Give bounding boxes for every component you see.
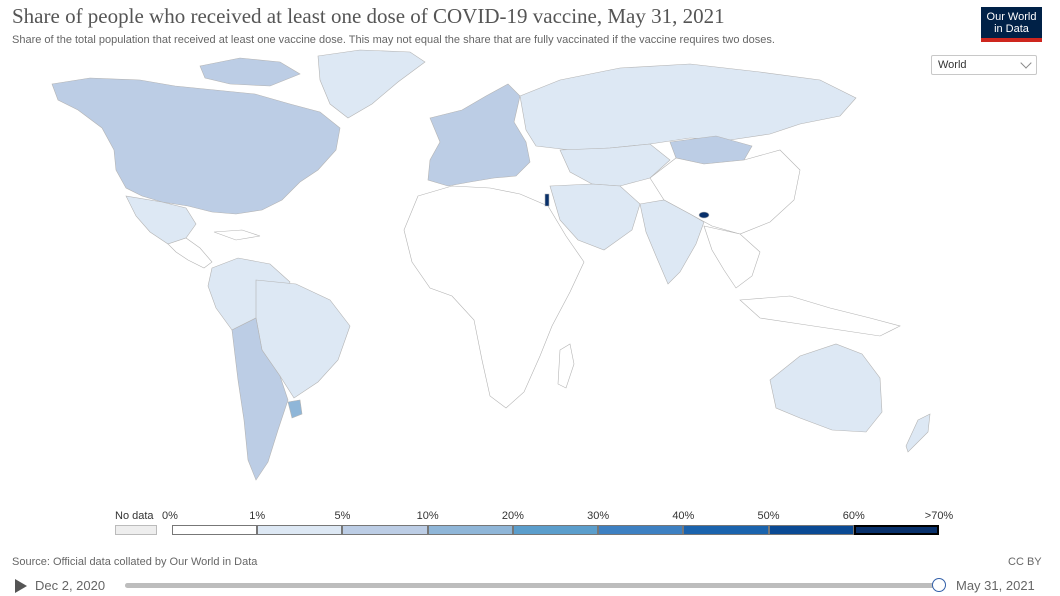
legend-swatch[interactable]: [512, 525, 599, 535]
chart-subtitle: Share of the total population that recei…: [12, 34, 775, 46]
region-australia[interactable]: [769, 343, 883, 433]
region-russia[interactable]: [519, 63, 857, 151]
logo-line-2: in Data: [994, 23, 1029, 35]
region-central-america[interactable]: [167, 229, 261, 269]
legend-tick-label: 50%: [757, 510, 780, 522]
legend-swatch[interactable]: [257, 525, 343, 535]
timeline-track[interactable]: [125, 583, 939, 588]
legend-tick-label: 10%: [416, 510, 439, 522]
legend-swatch[interactable]: [427, 525, 513, 535]
legend-swatch[interactable]: [768, 525, 854, 535]
region-greenland[interactable]: [317, 49, 426, 119]
legend-swatch[interactable]: [342, 525, 428, 535]
world-map[interactable]: [0, 48, 1060, 503]
timeline-start-date: Dec 2, 2020: [35, 578, 106, 593]
timeline-end-date: May 31, 2021: [956, 578, 1035, 593]
legend-no-data-label: No data: [115, 510, 154, 522]
legend-no-data-swatch: [115, 525, 157, 535]
region-select[interactable]: World: [931, 55, 1037, 75]
region-india[interactable]: [639, 199, 705, 285]
play-icon[interactable]: [15, 579, 27, 593]
region-north-america[interactable]: [51, 77, 341, 215]
owid-logo[interactable]: Our World in Data: [981, 7, 1042, 42]
legend-tick-label: 30%: [587, 510, 610, 522]
region-southeast-asia[interactable]: [703, 225, 901, 337]
timeline-progress: [125, 583, 939, 588]
region-new-zealand[interactable]: [905, 413, 931, 453]
legend-tick-label: 5%: [334, 510, 351, 522]
region-africa[interactable]: [403, 185, 585, 409]
legend-swatch[interactable]: [598, 525, 684, 535]
legend-tick-label: 1%: [249, 510, 266, 522]
region-arctic-islands[interactable]: [199, 57, 301, 87]
color-legend: No data 0% 1% 5% 10% 20% 30% 40% 50% 60% >70%: [0, 505, 1060, 541]
chart-title: Share of people who received at least on…: [12, 4, 725, 28]
region-israel[interactable]: [544, 193, 550, 207]
region-select-value: World: [938, 59, 967, 71]
timeline-handle[interactable]: [932, 578, 946, 592]
legend-swatch[interactable]: [683, 525, 769, 535]
region-bhutan[interactable]: [698, 211, 710, 219]
region-madagascar[interactable]: [557, 343, 575, 389]
legend-tick-label: 40%: [672, 510, 695, 522]
region-southern-cone[interactable]: [231, 317, 289, 481]
legend-swatch[interactable]: [853, 525, 939, 535]
legend-swatch[interactable]: [172, 525, 258, 535]
legend-tick-label: >70%: [924, 510, 954, 522]
license-label[interactable]: CC BY: [1008, 556, 1042, 568]
legend-tick-label: 0%: [162, 510, 178, 522]
legend-tick-label: 60%: [842, 510, 865, 522]
source-note[interactable]: Source: Official data collated by Our Wo…: [12, 556, 258, 568]
region-uruguay[interactable]: [287, 399, 303, 419]
legend-tick-label: 20%: [501, 510, 524, 522]
region-middle-east[interactable]: [549, 183, 641, 251]
logo-line-1: Our World: [986, 11, 1037, 23]
region-europe[interactable]: [427, 83, 531, 187]
